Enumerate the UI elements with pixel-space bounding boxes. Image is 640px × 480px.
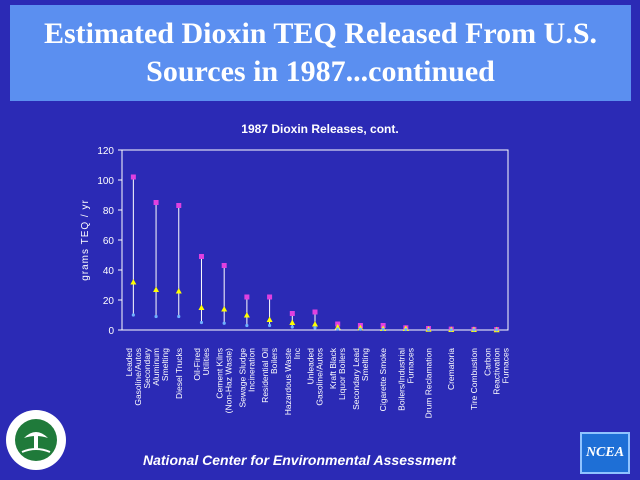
low-estimate-point (177, 314, 181, 319)
x-tick-label: Tire Combustion (469, 348, 479, 410)
high-estimate-point (176, 203, 182, 208)
x-tick-label: Hazardous WasteInc (283, 347, 302, 415)
low-estimate-point (199, 320, 204, 325)
x-tick-label: SecondaryAluminumSmelting (142, 347, 170, 388)
footer-text: National Center for Environmental Assess… (143, 452, 457, 468)
y-axis-label: grams TEQ / yr (80, 199, 91, 281)
plot-frame (121, 149, 509, 331)
ncea-logo: NCEA (580, 432, 630, 474)
low-estimate-point (426, 328, 431, 332)
low-estimate-point (336, 327, 340, 331)
low-estimate-point (131, 313, 135, 317)
high-estimate-point (153, 200, 159, 205)
central-estimate-point (175, 288, 182, 294)
x-tick-label: LeadedGasoline/Autos (124, 348, 143, 406)
central-estimate-point (153, 286, 160, 292)
low-estimate-point (358, 327, 363, 331)
high-estimate-point (312, 309, 318, 315)
epa-seal-icon (6, 410, 66, 470)
x-tick-label: Oil-FiredUtilities (192, 348, 211, 381)
x-tick-label: Sewage SludgeIncineration (237, 348, 256, 408)
low-estimate-point (449, 328, 453, 332)
low-estimate-point (290, 325, 294, 329)
x-tick-label: Drum Reclamation (424, 348, 434, 419)
slide-title: Estimated Dioxin TEQ Released From U.S. … (43, 17, 598, 88)
central-estimate-point (243, 312, 250, 318)
high-estimate-point (289, 311, 295, 316)
central-estimate-point (312, 321, 318, 327)
y-tick-label: 20 (103, 296, 115, 307)
central-estimate-point (289, 319, 296, 325)
low-estimate-point (245, 323, 249, 328)
high-estimate-point (130, 174, 136, 180)
central-estimate-point (266, 316, 273, 322)
x-tick-label: Diesel Trucks (174, 348, 184, 399)
high-estimate-point (198, 254, 204, 259)
x-tick-label: UnleadedGasoline/Autos (306, 348, 325, 406)
low-estimate-point (222, 321, 226, 325)
y-tick-label: 100 (97, 176, 114, 187)
slide-title-box: Estimated Dioxin TEQ Released From U.S. … (10, 5, 631, 101)
x-tick-label: Cement Kilns(Non-Haz Waste) (215, 348, 234, 414)
y-tick-label: 120 (97, 146, 114, 157)
x-tick-label: Residential OilBoilers (260, 348, 279, 403)
x-tick-label: Cigarette Smoke (378, 348, 388, 412)
central-estimate-point (221, 306, 228, 312)
central-estimate-point (198, 304, 205, 310)
low-estimate-point (267, 323, 272, 328)
y-tick-label: 0 (108, 326, 114, 337)
x-tick-label: Crematoria (446, 348, 456, 390)
x-tick-label: Kraft BlackLiquor Boilers (328, 347, 347, 400)
high-estimate-point (221, 263, 227, 268)
chart-title: 1987 Dioxin Releases, cont. (241, 122, 399, 136)
x-tick-label: Secondary LeadSmelting (351, 348, 370, 410)
y-tick-label: 80 (103, 206, 115, 217)
low-estimate-point (495, 328, 499, 332)
high-estimate-point (267, 294, 273, 300)
low-estimate-point (313, 326, 317, 330)
central-estimate-point (130, 279, 137, 285)
low-estimate-point (154, 314, 158, 319)
low-estimate-point (381, 327, 385, 331)
low-estimate-point (472, 328, 476, 332)
high-estimate-point (244, 294, 250, 300)
x-tick-label: CarbonReactivationFurnaces (483, 348, 511, 395)
low-estimate-point (404, 327, 408, 332)
central-estimate-point (334, 324, 341, 330)
x-tick-label: Boilers/IndustrialFurnaces (396, 348, 415, 411)
y-tick-label: 40 (103, 266, 115, 277)
y-tick-label: 60 (103, 236, 115, 247)
